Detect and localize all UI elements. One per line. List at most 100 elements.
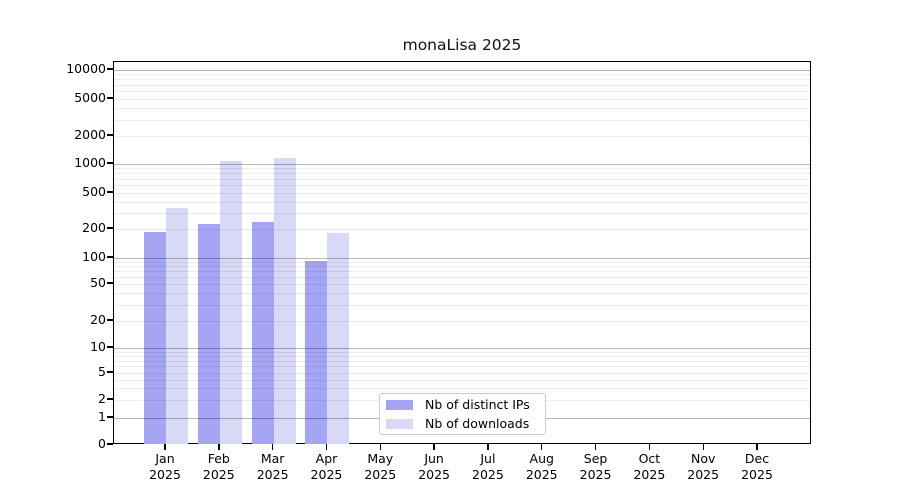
y-tick-mark <box>107 256 113 258</box>
y-tick-label: 500 <box>82 184 106 199</box>
gridline-minor <box>114 213 810 215</box>
gridline-minor <box>114 119 810 121</box>
x-tick-mark <box>756 444 758 450</box>
x-tick-label: Feb 2025 <box>202 451 235 482</box>
gridline-minor <box>114 321 810 322</box>
y-tick-label: 50 <box>90 275 106 290</box>
y-tick-mark <box>107 371 113 373</box>
gridline-minor <box>114 304 810 306</box>
legend-item: Nb of distinct IPs <box>386 397 545 412</box>
x-tick-label: May 2025 <box>364 451 397 482</box>
gridline-minor <box>114 173 810 175</box>
gridline-minor <box>114 201 810 203</box>
bar-distinct-ips <box>305 261 328 444</box>
bar-downloads <box>273 158 296 444</box>
y-tick-mark <box>107 398 113 400</box>
gridline-minor <box>114 261 810 263</box>
y-tick-label: 2 <box>98 391 106 406</box>
gridline-major <box>114 348 810 349</box>
x-tick-mark <box>487 444 489 450</box>
y-tick-label: 5000 <box>74 90 106 105</box>
y-tick-mark <box>107 319 113 321</box>
y-tick-label: 1000 <box>74 155 106 170</box>
x-tick-label: Mar 2025 <box>256 451 289 482</box>
x-tick-label: Aug 2025 <box>525 451 558 482</box>
gridline-minor <box>114 108 810 109</box>
x-tick-mark <box>702 444 704 450</box>
y-tick-mark <box>107 97 113 99</box>
gridline-minor <box>114 373 810 374</box>
y-tick-mark <box>107 191 113 193</box>
y-tick-label: 10 <box>90 339 106 354</box>
gridline-minor <box>114 91 810 93</box>
x-tick-label: Jun 2025 <box>418 451 450 482</box>
gridline-minor <box>114 178 810 180</box>
y-tick-label: 0 <box>98 436 106 451</box>
y-tick-mark <box>107 346 113 348</box>
gridline-major <box>114 258 810 259</box>
y-tick-label: 200 <box>82 220 106 235</box>
gridline-minor <box>114 229 810 230</box>
y-tick-label: 5 <box>98 364 106 379</box>
gridline-minor <box>114 79 810 81</box>
legend-label: Nb of distinct IPs <box>425 397 530 412</box>
x-tick-label: Oct 2025 <box>633 451 666 482</box>
y-tick-mark <box>107 227 113 229</box>
y-tick-mark <box>107 443 113 445</box>
gridline-major <box>114 164 810 165</box>
gridline-minor <box>114 366 810 368</box>
x-tick-label: Dec 2025 <box>741 451 773 482</box>
legend-swatch <box>386 418 413 429</box>
gridline-minor <box>114 74 810 76</box>
x-tick-label: Apr 2025 <box>310 451 343 482</box>
bar-distinct-ips <box>251 221 274 444</box>
legend-swatch <box>386 399 413 410</box>
x-tick-mark <box>325 444 328 450</box>
bar-distinct-ips <box>197 224 220 444</box>
x-tick-mark <box>271 444 274 450</box>
y-tick-mark <box>107 134 113 136</box>
x-tick-mark <box>648 444 651 450</box>
x-tick-label: Jan 2025 <box>149 451 181 482</box>
bar-downloads <box>219 160 242 444</box>
y-tick-label: 1 <box>98 409 106 424</box>
y-tick-mark <box>107 162 113 164</box>
gridline-minor <box>114 185 810 187</box>
y-tick-label: 10000 <box>66 61 106 76</box>
gridline-minor <box>114 193 810 194</box>
y-tick-mark <box>107 416 113 418</box>
gridline-minor <box>114 271 810 273</box>
x-tick-label: Nov 2025 <box>687 451 720 482</box>
gridline-minor <box>114 284 810 285</box>
chart-title: monaLisa 2025 <box>402 36 522 54</box>
y-tick-label: 2000 <box>74 127 106 142</box>
bar-distinct-ips <box>144 232 166 444</box>
gridline-minor <box>114 293 810 294</box>
x-tick-label: Jul 2025 <box>472 451 504 482</box>
gridline-minor <box>114 168 810 170</box>
legend-item: Nb of downloads <box>386 416 545 431</box>
gridline-minor <box>114 277 810 279</box>
y-tick-label: 100 <box>82 249 106 264</box>
gridline-minor <box>114 136 810 137</box>
gridline-minor <box>114 84 810 86</box>
gridline-minor <box>114 266 810 268</box>
gridline-minor <box>114 351 810 353</box>
x-tick-mark <box>594 444 597 450</box>
legend-label: Nb of downloads <box>425 416 530 431</box>
x-tick-mark <box>218 444 220 450</box>
gridline-minor <box>114 360 810 362</box>
bar-downloads <box>327 233 350 444</box>
x-tick-mark <box>541 444 543 450</box>
gridline-minor <box>114 99 810 100</box>
x-tick-mark <box>379 444 381 450</box>
x-tick-mark <box>164 444 166 450</box>
x-tick-label: Sep 2025 <box>579 451 612 482</box>
legend: Nb of distinct IPs Nb of downloads <box>379 393 546 435</box>
y-tick-mark <box>107 282 113 284</box>
gridline-major <box>114 70 810 71</box>
plot-area <box>113 61 811 444</box>
gridline-minor <box>114 356 810 358</box>
x-tick-mark <box>433 444 435 450</box>
gridline-minor <box>114 388 810 390</box>
